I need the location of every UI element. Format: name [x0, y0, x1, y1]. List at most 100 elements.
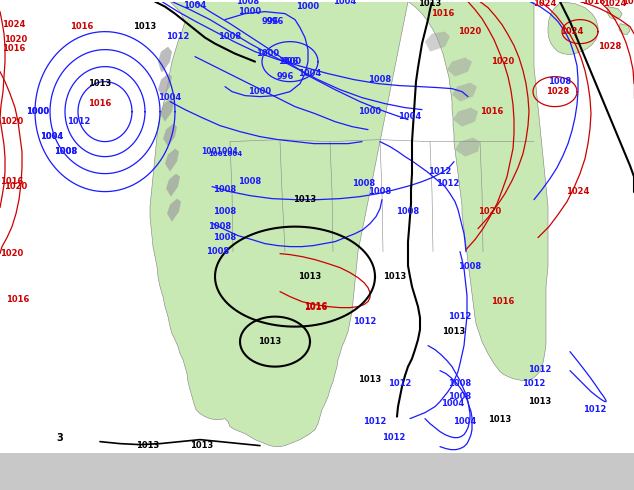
Polygon shape — [167, 198, 181, 221]
Text: 1008: 1008 — [236, 0, 259, 6]
Text: 1004: 1004 — [41, 132, 63, 141]
Text: 1012: 1012 — [429, 167, 451, 176]
Text: 1028: 1028 — [547, 87, 569, 96]
Polygon shape — [607, 7, 622, 20]
Text: 1012: 1012 — [166, 32, 190, 41]
Text: 1000: 1000 — [238, 7, 262, 16]
Text: 1008: 1008 — [548, 77, 572, 86]
Text: 996: 996 — [266, 17, 283, 26]
Polygon shape — [619, 24, 630, 35]
Polygon shape — [166, 173, 180, 196]
Text: 1020: 1020 — [479, 207, 501, 216]
Text: 1013: 1013 — [88, 79, 112, 88]
Text: 1000: 1000 — [256, 49, 280, 58]
Text: 1000: 1000 — [27, 107, 49, 116]
Polygon shape — [425, 32, 450, 51]
Text: 1020: 1020 — [4, 35, 28, 44]
Text: 1016: 1016 — [491, 297, 515, 306]
Text: 1013: 1013 — [358, 375, 382, 384]
Text: 1016: 1016 — [70, 22, 94, 31]
Text: 1012: 1012 — [353, 317, 377, 326]
Text: 1004: 1004 — [333, 0, 356, 6]
Text: 1008: 1008 — [207, 247, 230, 256]
Text: Surface pressure [hPa] CMC/GEM: Surface pressure [hPa] CMC/GEM — [6, 461, 220, 474]
Text: 1013: 1013 — [384, 272, 406, 281]
Text: 1020: 1020 — [4, 182, 28, 191]
Polygon shape — [163, 123, 177, 147]
Polygon shape — [447, 58, 472, 76]
Text: 1012: 1012 — [522, 379, 546, 388]
Text: 1000: 1000 — [278, 57, 302, 66]
Polygon shape — [165, 148, 179, 172]
Text: 1024: 1024 — [533, 0, 557, 8]
Text: 1001004: 1001004 — [202, 147, 238, 156]
Text: 1013: 1013 — [259, 337, 281, 346]
Text: 1008: 1008 — [214, 185, 236, 194]
Polygon shape — [452, 83, 477, 101]
Text: 1016: 1016 — [3, 44, 26, 53]
Polygon shape — [548, 1, 598, 54]
Text: 1004: 1004 — [183, 1, 207, 10]
Text: 1004: 1004 — [453, 417, 477, 426]
Text: 1024: 1024 — [623, 0, 634, 6]
Text: 1008: 1008 — [55, 147, 77, 156]
Text: 1012: 1012 — [436, 179, 460, 188]
Text: 1024: 1024 — [3, 20, 26, 29]
Text: 1013: 1013 — [443, 327, 465, 336]
Text: 1024: 1024 — [560, 27, 584, 36]
Text: 1016: 1016 — [304, 303, 328, 312]
Text: 1008: 1008 — [219, 32, 242, 41]
Text: 1008: 1008 — [396, 207, 420, 216]
Text: 1000: 1000 — [27, 107, 49, 116]
Text: 1000: 1000 — [249, 87, 271, 96]
Text: 1024: 1024 — [604, 0, 626, 8]
Polygon shape — [158, 74, 172, 97]
Text: 1016: 1016 — [88, 99, 112, 108]
Text: 1008: 1008 — [214, 233, 236, 242]
Text: 3: 3 — [56, 433, 63, 442]
Text: 1008: 1008 — [238, 177, 262, 186]
Text: 1016: 1016 — [582, 0, 605, 6]
Text: 1008: 1008 — [214, 207, 236, 216]
Text: 1013: 1013 — [133, 22, 157, 31]
Polygon shape — [158, 47, 172, 72]
Text: 1020: 1020 — [458, 27, 482, 36]
Text: 1013: 1013 — [190, 441, 214, 450]
Text: 1004: 1004 — [398, 112, 422, 121]
Text: 1012: 1012 — [382, 433, 406, 442]
Text: We 25-09-2024 06:00 UTC (00+54): We 25-09-2024 06:00 UTC (00+54) — [407, 458, 628, 471]
Text: 1013: 1013 — [294, 195, 316, 204]
Text: 1012: 1012 — [363, 417, 387, 426]
Text: 1008: 1008 — [368, 75, 392, 84]
Text: 1016: 1016 — [304, 302, 328, 311]
Text: 996: 996 — [281, 57, 299, 66]
Text: 1013: 1013 — [488, 415, 512, 424]
Text: 1013: 1013 — [299, 272, 321, 281]
Text: © weatheronline.co.uk: © weatheronline.co.uk — [478, 475, 628, 489]
Text: 1020: 1020 — [1, 249, 23, 258]
Text: 1000: 1000 — [297, 2, 320, 11]
Polygon shape — [150, 1, 408, 446]
Text: 1008: 1008 — [353, 179, 375, 188]
Text: 1013: 1013 — [136, 441, 160, 450]
Text: 1004: 1004 — [441, 399, 465, 408]
Text: 996: 996 — [276, 72, 294, 81]
Text: 1012: 1012 — [528, 365, 552, 374]
Polygon shape — [455, 138, 480, 157]
Text: 1008: 1008 — [448, 392, 472, 401]
Text: 1008: 1008 — [448, 379, 472, 388]
Text: 1016: 1016 — [6, 295, 30, 304]
Polygon shape — [453, 108, 478, 126]
Text: 1012: 1012 — [67, 117, 91, 126]
Text: 1001004: 1001004 — [208, 150, 242, 157]
Text: 1004: 1004 — [41, 132, 63, 141]
Text: 1016: 1016 — [0, 177, 23, 186]
Polygon shape — [408, 1, 548, 381]
Text: 1008: 1008 — [368, 187, 392, 196]
Text: 1012: 1012 — [448, 312, 472, 321]
Text: 1016: 1016 — [431, 9, 455, 18]
Text: 1013: 1013 — [418, 0, 442, 8]
Text: 1020: 1020 — [1, 117, 23, 126]
Text: 1013: 1013 — [528, 397, 552, 406]
Text: 1004: 1004 — [299, 69, 321, 78]
